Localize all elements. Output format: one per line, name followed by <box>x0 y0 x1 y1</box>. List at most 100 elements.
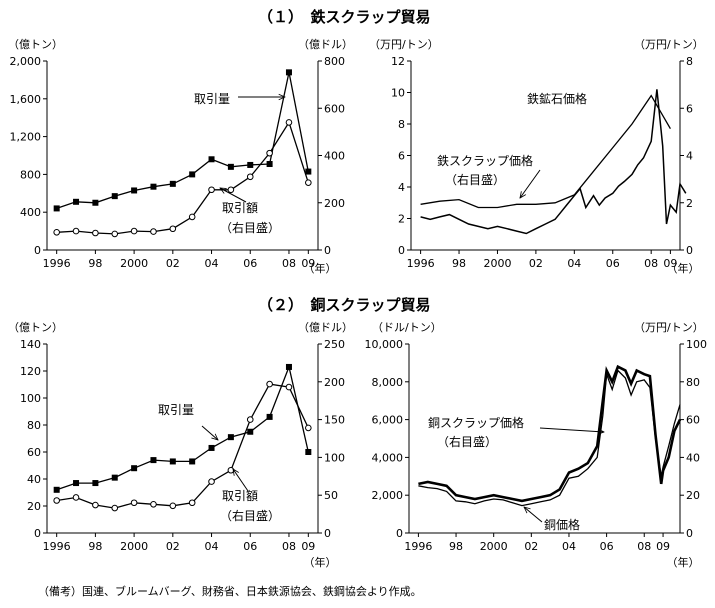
x-tick-label: 08 <box>644 257 658 270</box>
data-point-circle <box>72 227 80 235</box>
data-point-square <box>169 458 176 465</box>
series-line-0 <box>418 364 682 503</box>
y-tick-label-left: 1,200 <box>10 131 42 144</box>
series-annotation: 鉄スクラップ価格 <box>437 153 533 168</box>
series-annotation: （右目盛） <box>437 434 497 449</box>
x-tick-label: 98 <box>452 257 466 270</box>
y-tick-label-left: 0 <box>34 244 41 257</box>
y-tick-label-left: 60 <box>27 446 41 459</box>
x-tick-label: 06 <box>606 257 620 270</box>
y-tick-label-right: 0 <box>686 244 693 257</box>
y-tick-label-right: 2 <box>686 197 693 210</box>
data-point-circle <box>227 466 235 474</box>
y-tick-label-right: 6 <box>686 102 693 115</box>
series-annotation: 取引量 <box>158 403 194 417</box>
annotation-arrow <box>220 188 247 203</box>
y-axis-unit-left: （億トン） <box>8 321 63 334</box>
data-point-circle <box>227 186 235 194</box>
series-line-1 <box>56 120 309 235</box>
source-note: （備考）国連、ブルームバーグ、財務省、日本鉄源協会、鉄鋼協会より作成。 <box>38 585 422 598</box>
title-section-1: （１） 鉄スクラップ貿易 <box>258 8 431 26</box>
x-tick-label: 2000 <box>480 540 508 553</box>
y-tick-label-right: 200 <box>324 197 345 210</box>
x-tick-label: 08 <box>282 257 296 270</box>
data-point-square <box>247 428 254 435</box>
data-point-circle <box>208 186 215 194</box>
x-tick-label: 04 <box>205 540 219 553</box>
y-tick-label-left: 100 <box>20 392 41 405</box>
y-axis-unit-right: （万円/トン） <box>634 321 704 334</box>
data-point-circle <box>266 380 273 388</box>
data-point-circle <box>285 383 293 391</box>
x-tick-label: 04 <box>562 540 576 553</box>
data-point-circle <box>305 424 312 432</box>
y-axis-unit-right: （億ドル） <box>298 321 353 334</box>
data-point-square <box>131 465 138 472</box>
data-point-square <box>111 193 118 200</box>
x-tick-label: 09 <box>301 540 315 553</box>
y-tick-label-left: 800 <box>20 168 41 181</box>
x-axis-unit: （年） <box>667 261 700 275</box>
data-point-circle <box>150 228 157 235</box>
data-point-square <box>285 69 292 76</box>
series-annotation: （右目盛） <box>220 220 280 235</box>
x-tick-label: 08 <box>637 540 651 553</box>
data-point-circle <box>169 502 177 510</box>
y-tick-label-right: 8 <box>686 55 693 68</box>
x-tick-label: 1996 <box>404 540 432 553</box>
x-tick-label: 98 <box>88 257 102 270</box>
data-point-circle <box>246 173 254 181</box>
series-annotation: 取引額 <box>222 489 258 503</box>
data-point-square <box>227 434 234 441</box>
data-point-circle <box>305 179 312 186</box>
annotation-arrow <box>233 469 249 492</box>
data-point-circle <box>111 504 119 512</box>
y-tick-label-left: 6 <box>398 150 405 163</box>
x-tick-label: 2000 <box>120 540 148 553</box>
y-tick-label-left: 10,000 <box>365 338 404 351</box>
x-tick-label: 02 <box>524 540 538 553</box>
data-point-circle <box>92 501 99 509</box>
data-point-circle <box>130 227 138 235</box>
data-point-circle <box>188 213 196 221</box>
annotation-arrow <box>539 427 604 432</box>
annotation-arrow <box>524 507 543 523</box>
x-tick-label: 06 <box>243 540 257 553</box>
y-tick-label-right: 50 <box>324 489 338 502</box>
y-tick-label-right: 800 <box>324 55 345 68</box>
x-tick-label: 2000 <box>120 257 148 270</box>
series-annotation: 鉄鉱石価格 <box>527 91 587 106</box>
y-tick-label-right: 0 <box>324 527 331 540</box>
series-annotation: （右目盛） <box>220 508 280 523</box>
data-point-square <box>111 474 118 481</box>
data-point-square <box>150 183 157 190</box>
data-point-square <box>92 480 99 487</box>
series-line-0 <box>56 72 309 210</box>
data-point-circle <box>72 494 80 501</box>
series-annotation: 銅スクラップ価格 <box>428 415 524 430</box>
x-tick-label: 04 <box>205 257 219 270</box>
y-axis-unit-left: （億トン） <box>8 38 63 51</box>
data-point-square <box>189 171 196 178</box>
y-tick-label-left: 8 <box>398 118 405 131</box>
y-tick-label-left: 4,000 <box>372 451 404 464</box>
title-section-2: （２） 銅スクラップ貿易 <box>258 296 431 314</box>
y-tick-label-right: 40 <box>686 451 700 464</box>
x-tick-label: 08 <box>282 540 296 553</box>
x-tick-label: 1996 <box>407 257 435 270</box>
data-point-circle <box>266 149 273 157</box>
data-point-square <box>53 205 60 212</box>
series-line-1 <box>418 369 681 507</box>
data-point-square <box>73 198 80 205</box>
data-point-square <box>305 449 312 455</box>
y-axis-unit-right: （万円/トン） <box>634 38 704 51</box>
y-tick-label-left: 4 <box>398 181 405 194</box>
data-point-square <box>208 444 215 451</box>
y-tick-label-left: 2,000 <box>372 489 404 502</box>
y-tick-label-left: 2 <box>398 213 405 226</box>
x-tick-label: 09 <box>663 257 677 270</box>
x-tick-label: 06 <box>600 540 614 553</box>
data-point-square <box>227 163 234 170</box>
series-annotation: （右目盛） <box>445 172 505 187</box>
